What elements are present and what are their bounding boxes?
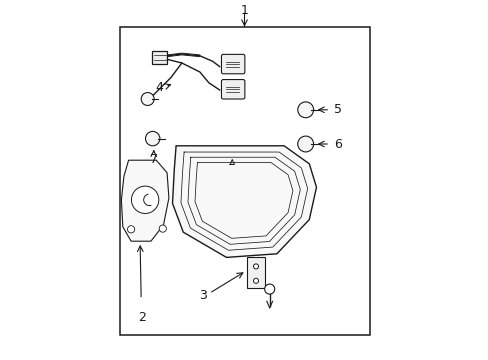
Circle shape (141, 93, 154, 105)
Bar (120, 27, 370, 335)
Text: 7: 7 (149, 153, 158, 166)
Circle shape (145, 131, 160, 146)
Text: 6: 6 (333, 138, 341, 150)
FancyBboxPatch shape (221, 80, 244, 99)
Bar (247, 257, 264, 288)
Bar (152, 51, 167, 64)
Text: 3: 3 (199, 289, 206, 302)
FancyBboxPatch shape (221, 54, 244, 74)
Circle shape (297, 136, 313, 152)
Circle shape (253, 264, 258, 269)
Circle shape (145, 195, 156, 205)
Text: 2: 2 (138, 311, 145, 324)
Circle shape (127, 226, 134, 233)
Text: 4: 4 (155, 81, 163, 94)
Circle shape (159, 225, 166, 232)
Circle shape (264, 284, 274, 294)
Polygon shape (121, 160, 168, 241)
Polygon shape (172, 146, 316, 257)
Circle shape (253, 278, 258, 283)
Text: 5: 5 (333, 103, 341, 116)
Text: 1: 1 (240, 4, 248, 17)
Circle shape (131, 186, 159, 213)
Circle shape (297, 102, 313, 118)
